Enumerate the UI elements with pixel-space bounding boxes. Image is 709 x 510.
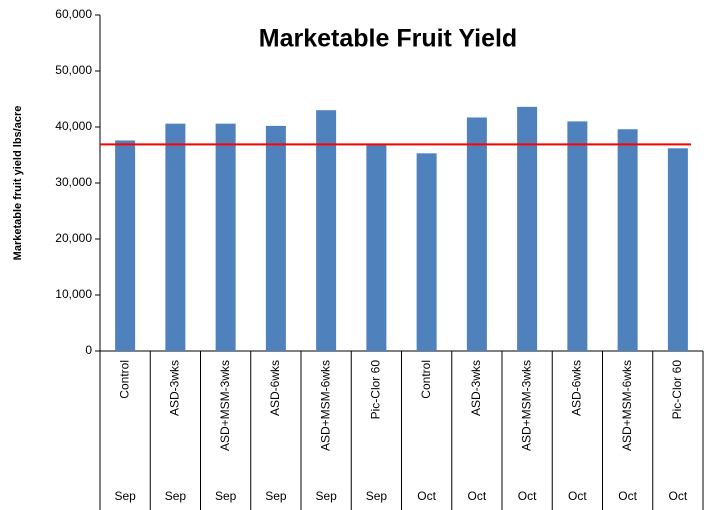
bar: [165, 123, 186, 351]
x-tick-label: Control: [419, 360, 433, 399]
month-label: Sep: [215, 489, 237, 503]
x-tick-label: ASD-6wks: [570, 360, 584, 416]
y-tick-label: 20,000: [55, 231, 92, 245]
x-tick-label: ASD+MSM-6wks: [620, 360, 634, 451]
bar: [316, 110, 337, 351]
y-tick-label: 40,000: [55, 119, 92, 133]
y-tick-label: 10,000: [55, 287, 92, 301]
month-label: Oct: [417, 489, 436, 503]
month-label: Sep: [315, 489, 337, 503]
chart-title: Marketable Fruit Yield: [259, 25, 517, 53]
y-tick-label: 50,000: [55, 63, 92, 77]
x-tick-label: Pic-Clor 60: [369, 360, 383, 420]
x-tick-label: Pic-Clor 60: [670, 360, 684, 420]
bar: [366, 144, 387, 351]
bar: [416, 153, 437, 351]
month-label: Oct: [518, 489, 537, 503]
bar: [265, 125, 286, 351]
x-tick-label: ASD-3wks: [469, 360, 483, 416]
month-label: Oct: [618, 489, 637, 503]
x-tick-label: Control: [117, 360, 131, 399]
month-label: Sep: [366, 489, 388, 503]
bar: [466, 117, 487, 351]
y-tick-label: 30,000: [55, 175, 92, 189]
month-label: Oct: [568, 489, 587, 503]
bar: [617, 129, 638, 351]
y-axis-label: Marketable fruit yield lbs/acre: [12, 106, 24, 261]
y-tick-label: 0: [85, 343, 92, 357]
bar: [517, 106, 538, 351]
x-tick-label: ASD-6wks: [268, 360, 282, 416]
x-tick-label: ASD+MSM-3wks: [519, 360, 533, 451]
bar: [215, 123, 236, 351]
bar: [667, 148, 688, 351]
y-tick-label: 60,000: [55, 7, 92, 21]
bar: [115, 140, 136, 351]
month-label: Oct: [468, 489, 487, 503]
month-label: Sep: [114, 489, 136, 503]
x-tick-label: ASD+MSM-3wks: [218, 360, 232, 451]
x-tick-label: ASD+MSM-6wks: [318, 360, 332, 451]
month-label: Sep: [265, 489, 287, 503]
x-tick-label: ASD-3wks: [168, 360, 182, 416]
bar: [567, 121, 588, 352]
month-label: Oct: [669, 489, 688, 503]
month-label: Sep: [165, 489, 187, 503]
